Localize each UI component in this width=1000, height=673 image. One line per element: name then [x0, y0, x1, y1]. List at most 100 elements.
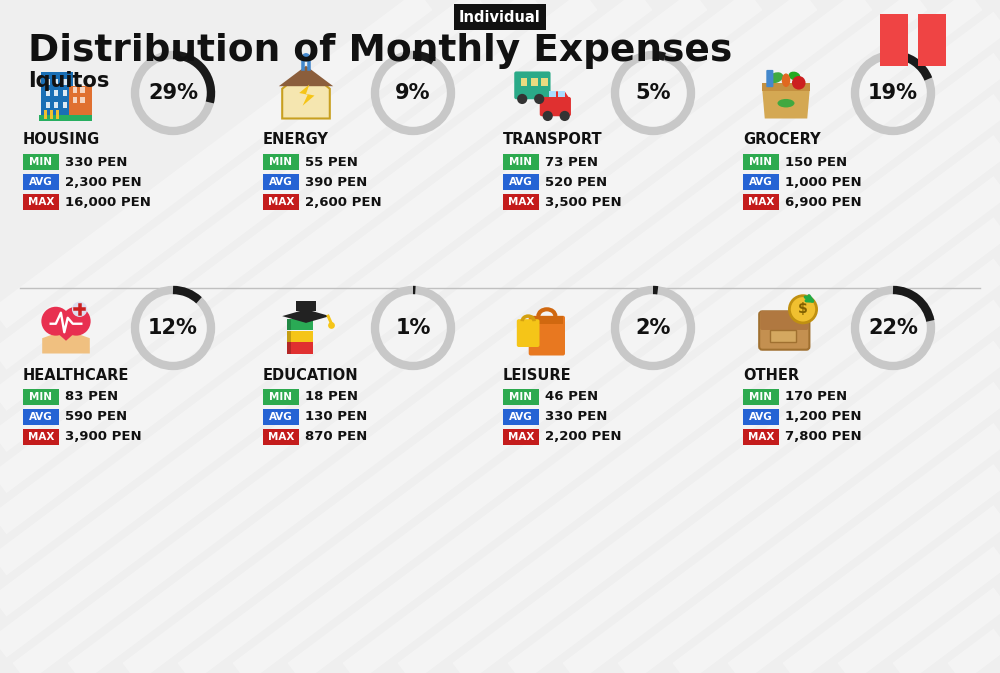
FancyBboxPatch shape — [50, 110, 53, 118]
FancyBboxPatch shape — [760, 311, 808, 330]
Text: AVG: AVG — [749, 177, 773, 187]
Text: 55 PEN: 55 PEN — [305, 155, 358, 168]
Polygon shape — [279, 66, 333, 86]
Text: Iquitos: Iquitos — [28, 71, 109, 91]
Circle shape — [41, 307, 70, 336]
Text: 83 PEN: 83 PEN — [65, 390, 118, 404]
Text: 18 PEN: 18 PEN — [305, 390, 358, 404]
FancyBboxPatch shape — [531, 77, 538, 86]
Text: 590 PEN: 590 PEN — [65, 411, 127, 423]
Text: AVG: AVG — [269, 177, 293, 187]
FancyBboxPatch shape — [287, 343, 313, 353]
Circle shape — [534, 94, 544, 104]
FancyBboxPatch shape — [287, 318, 313, 330]
Text: 12%: 12% — [148, 318, 198, 338]
Text: 46 PEN: 46 PEN — [545, 390, 598, 404]
Text: 130 PEN: 130 PEN — [305, 411, 367, 423]
FancyBboxPatch shape — [918, 14, 946, 66]
FancyBboxPatch shape — [287, 330, 313, 342]
Text: 6,900 PEN: 6,900 PEN — [785, 195, 862, 209]
Text: 1,200 PEN: 1,200 PEN — [785, 411, 862, 423]
Text: 870 PEN: 870 PEN — [305, 431, 367, 444]
FancyBboxPatch shape — [39, 115, 92, 121]
Text: 9%: 9% — [395, 83, 431, 103]
FancyBboxPatch shape — [63, 90, 67, 96]
FancyBboxPatch shape — [69, 86, 92, 118]
FancyBboxPatch shape — [743, 409, 779, 425]
Text: MIN: MIN — [270, 392, 292, 402]
FancyBboxPatch shape — [46, 102, 50, 108]
Text: 16,000 PEN: 16,000 PEN — [65, 195, 151, 209]
Ellipse shape — [782, 73, 790, 87]
FancyBboxPatch shape — [743, 174, 779, 190]
Text: AVG: AVG — [29, 177, 53, 187]
FancyBboxPatch shape — [263, 409, 299, 425]
Text: AVG: AVG — [269, 412, 293, 422]
Text: HOUSING: HOUSING — [23, 133, 100, 147]
FancyBboxPatch shape — [46, 79, 50, 85]
Ellipse shape — [789, 71, 800, 80]
FancyBboxPatch shape — [503, 174, 539, 190]
FancyBboxPatch shape — [770, 330, 796, 342]
FancyBboxPatch shape — [23, 389, 59, 405]
Text: MIN: MIN — [750, 157, 772, 167]
FancyBboxPatch shape — [23, 429, 59, 445]
Text: Individual: Individual — [459, 9, 541, 24]
FancyBboxPatch shape — [63, 79, 67, 85]
Text: MAX: MAX — [268, 432, 294, 442]
FancyBboxPatch shape — [517, 319, 540, 347]
FancyBboxPatch shape — [46, 90, 50, 96]
Text: 2,600 PEN: 2,600 PEN — [305, 195, 382, 209]
Text: ENERGY: ENERGY — [263, 133, 329, 147]
FancyBboxPatch shape — [880, 14, 908, 66]
FancyBboxPatch shape — [73, 87, 77, 93]
FancyBboxPatch shape — [40, 72, 73, 118]
FancyBboxPatch shape — [63, 102, 67, 108]
Circle shape — [789, 295, 817, 323]
FancyBboxPatch shape — [558, 92, 565, 98]
Ellipse shape — [768, 72, 783, 83]
Text: 73 PEN: 73 PEN — [545, 155, 598, 168]
FancyBboxPatch shape — [56, 110, 59, 118]
FancyBboxPatch shape — [503, 389, 539, 405]
FancyBboxPatch shape — [743, 154, 779, 170]
Text: 29%: 29% — [148, 83, 198, 103]
Text: 390 PEN: 390 PEN — [305, 176, 367, 188]
FancyBboxPatch shape — [743, 389, 779, 405]
Text: AVG: AVG — [509, 412, 533, 422]
FancyBboxPatch shape — [23, 194, 59, 210]
FancyBboxPatch shape — [296, 301, 316, 311]
Circle shape — [560, 111, 570, 121]
Circle shape — [543, 111, 553, 121]
FancyBboxPatch shape — [540, 97, 571, 116]
Text: 22%: 22% — [868, 318, 918, 338]
FancyBboxPatch shape — [503, 409, 539, 425]
FancyBboxPatch shape — [263, 154, 299, 170]
FancyBboxPatch shape — [80, 87, 85, 93]
Polygon shape — [282, 69, 330, 118]
Text: MIN: MIN — [30, 392, 52, 402]
FancyBboxPatch shape — [531, 316, 563, 324]
Text: MAX: MAX — [508, 432, 534, 442]
Text: MIN: MIN — [510, 157, 532, 167]
Text: 330 PEN: 330 PEN — [65, 155, 127, 168]
FancyBboxPatch shape — [541, 77, 548, 86]
Circle shape — [72, 302, 87, 317]
Text: MAX: MAX — [268, 197, 294, 207]
FancyBboxPatch shape — [23, 409, 59, 425]
FancyBboxPatch shape — [503, 154, 539, 170]
Polygon shape — [42, 330, 90, 353]
FancyBboxPatch shape — [23, 154, 59, 170]
Polygon shape — [762, 89, 810, 118]
FancyBboxPatch shape — [762, 83, 810, 92]
Text: TRANSPORT: TRANSPORT — [503, 133, 603, 147]
Circle shape — [328, 322, 335, 329]
FancyBboxPatch shape — [54, 79, 58, 85]
Text: 170 PEN: 170 PEN — [785, 390, 847, 404]
FancyBboxPatch shape — [263, 194, 299, 210]
Text: 150 PEN: 150 PEN — [785, 155, 847, 168]
Text: MIN: MIN — [510, 392, 532, 402]
FancyBboxPatch shape — [23, 174, 59, 190]
Text: Distribution of Monthly Expenses: Distribution of Monthly Expenses — [28, 33, 732, 69]
FancyBboxPatch shape — [73, 98, 77, 103]
